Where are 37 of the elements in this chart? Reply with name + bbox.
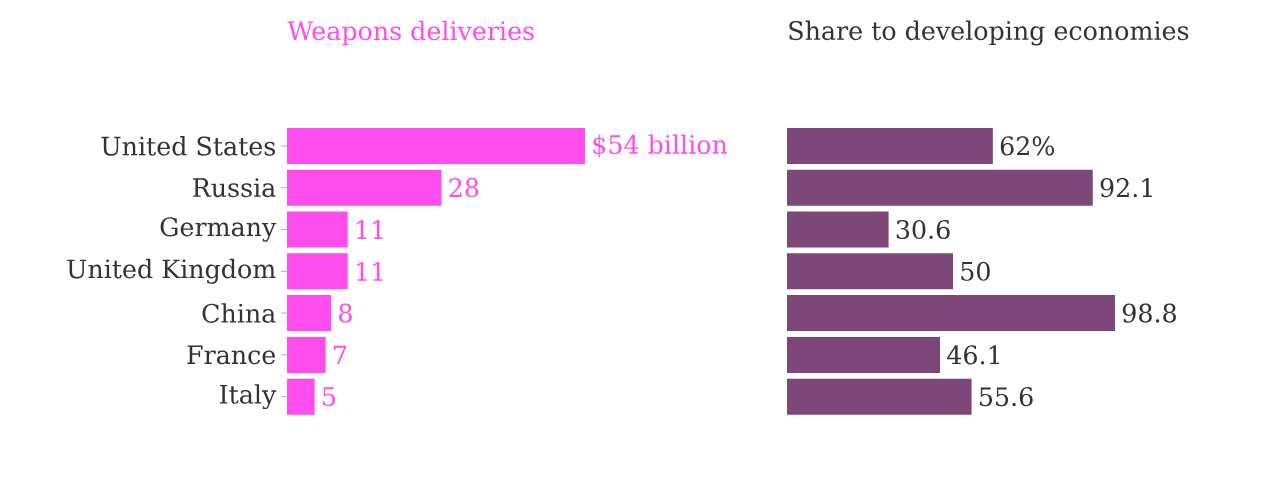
data-label: 98.8 (1122, 303, 1176, 323)
data-label: 5 (323, 387, 336, 407)
bar (787, 295, 1116, 332)
data-label: 62% (1000, 136, 1054, 156)
y-tick-label: Italy (220, 384, 277, 410)
bar (287, 211, 348, 248)
y-tick-label: France (187, 345, 276, 365)
bar (787, 253, 953, 290)
bar (787, 211, 889, 248)
y-tick-label: United Kingdom (67, 258, 276, 284)
chart-title: Weapons deliveries (287, 20, 534, 46)
y-tick-label: United States (101, 136, 275, 156)
data-label: 30.6 (896, 219, 950, 240)
bar (287, 253, 348, 290)
data-label: 55.6 (980, 387, 1033, 407)
bar (787, 378, 972, 415)
y-tick-label: China (202, 303, 276, 323)
data-label: 92.1 (1100, 178, 1152, 198)
y-tick-label: Russia (193, 178, 276, 198)
y-tick-label: Germany (160, 217, 277, 242)
data-label: $54 billion (593, 134, 728, 158)
bar (287, 378, 315, 415)
bar (787, 169, 1093, 206)
data-label: 50 (961, 261, 990, 281)
bar (787, 336, 941, 373)
bar (287, 336, 326, 373)
data-label: 28 (449, 178, 479, 198)
bar (287, 127, 585, 164)
data-label: 8 (339, 303, 352, 323)
chart-title: Share to developing economies (789, 20, 1189, 46)
data-label: 46.1 (947, 345, 1000, 365)
data-label: 11 (357, 261, 383, 281)
bar (287, 169, 442, 206)
bar (787, 127, 993, 164)
data-label: 7 (334, 345, 347, 365)
data-label: 11 (357, 220, 383, 239)
bar (287, 295, 332, 332)
